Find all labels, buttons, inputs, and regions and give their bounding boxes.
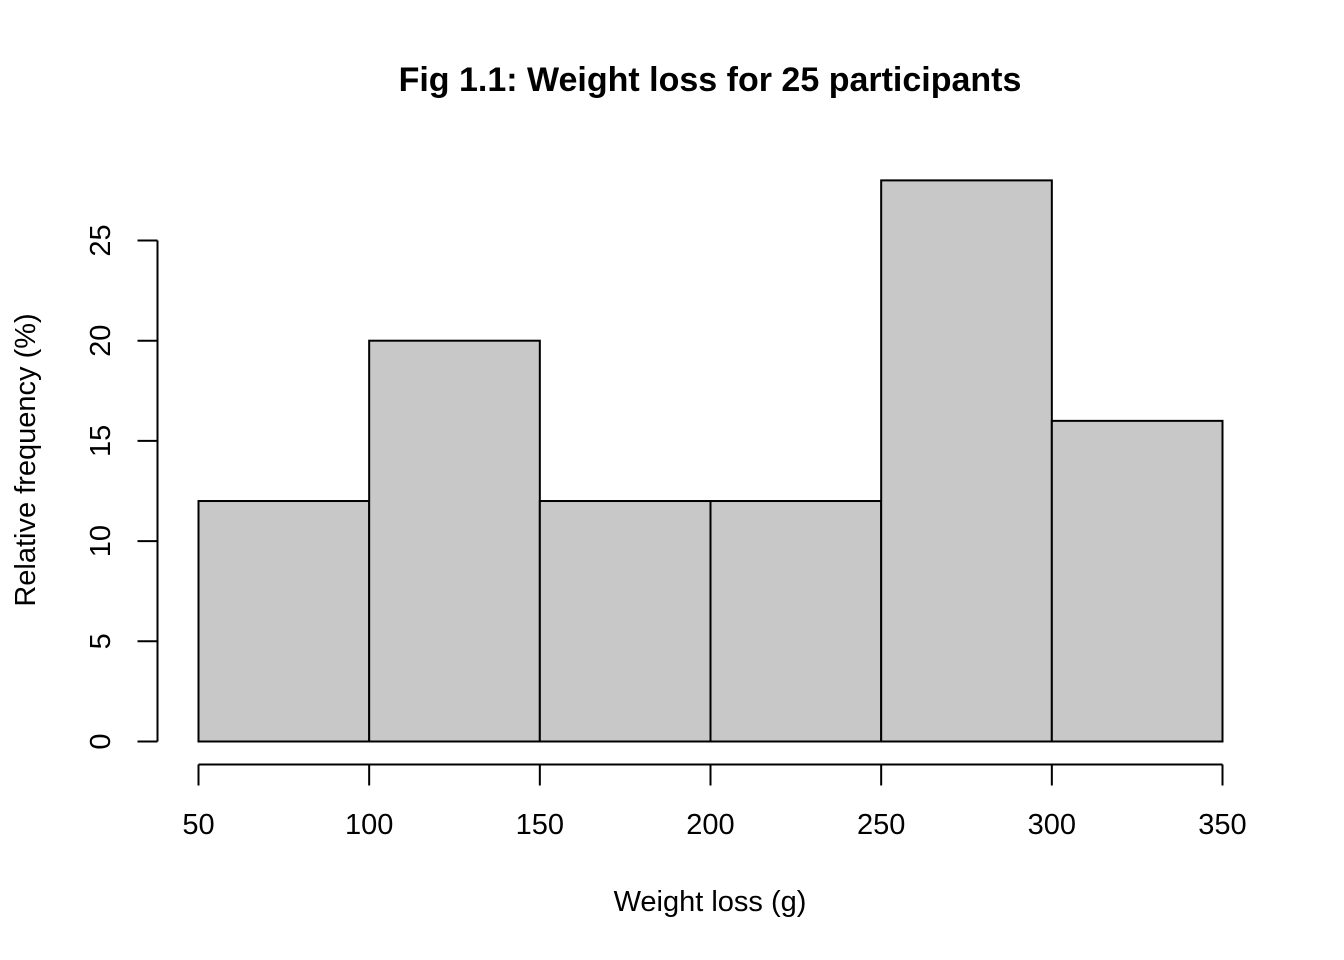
x-tick-label: 350 — [1198, 809, 1246, 841]
y-tick-label: 15 — [85, 425, 117, 457]
y-tick-label: 10 — [85, 525, 117, 557]
bar-200-250 — [709, 500, 883, 743]
y-axis: 0 5 10 15 20 25 — [85, 224, 159, 750]
y-tick-label: 20 — [85, 325, 117, 357]
x-axis: 50 100 150 200 250 300 350 — [182, 763, 1247, 841]
bar-300-350 — [1050, 419, 1224, 743]
y-tick-label: 25 — [85, 224, 117, 256]
bar-250-300 — [880, 179, 1053, 743]
x-tick-label: 50 — [182, 809, 214, 841]
y-tick-label: 0 — [85, 733, 117, 749]
bar-100-150 — [368, 339, 541, 743]
x-tick-label: 250 — [857, 809, 905, 841]
y-tick-label: 5 — [85, 633, 117, 649]
x-tick-label: 300 — [1028, 809, 1076, 841]
x-axis-label: Weight loss (g) — [614, 886, 807, 918]
chart-title: Fig 1.1: Weight loss for 25 participants — [399, 61, 1022, 99]
x-tick-label: 200 — [686, 809, 734, 841]
x-tick-label: 150 — [516, 809, 564, 841]
y-axis-label: Relative frequency (%) — [10, 313, 42, 606]
bar-150-200 — [538, 500, 712, 743]
x-tick-label: 100 — [345, 809, 393, 841]
bar-50-100 — [197, 500, 371, 743]
bars-group — [197, 179, 1224, 743]
